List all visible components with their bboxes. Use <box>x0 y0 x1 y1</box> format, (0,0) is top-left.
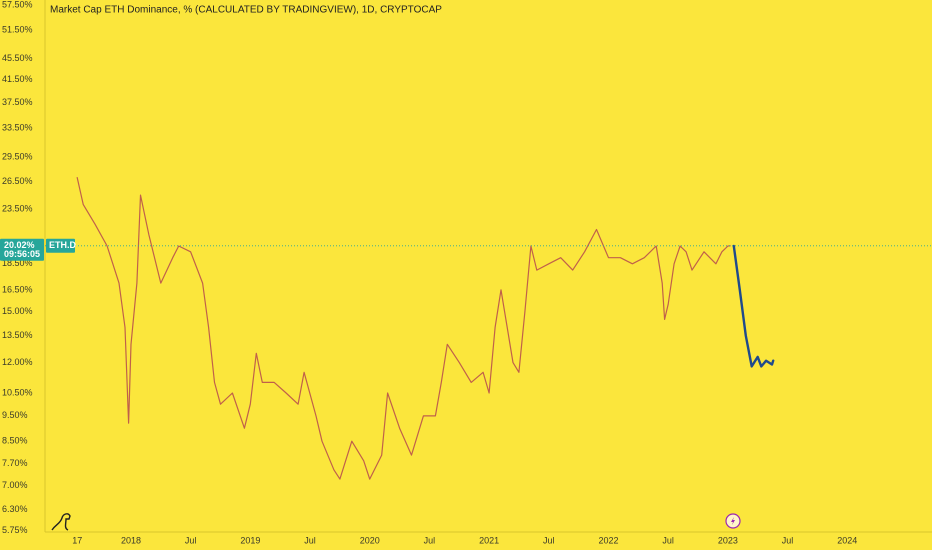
y-tick-label: 57.50% <box>2 0 33 9</box>
x-tick-label: Jul <box>424 535 436 545</box>
y-tick-label: 7.70% <box>2 458 28 468</box>
y-tick-label: 9.50% <box>2 410 28 420</box>
y-tick-label: 8.50% <box>2 436 28 446</box>
x-tick-label: 2022 <box>598 535 618 545</box>
symbol-tag: ETH.D <box>49 240 77 250</box>
x-tick-label: 2021 <box>479 535 499 545</box>
y-tick-label: 41.50% <box>2 74 33 84</box>
y-tick-label: 5.75% <box>2 525 28 535</box>
series-line <box>732 244 775 368</box>
y-tick-label: 51.50% <box>2 25 33 35</box>
y-tick-label: 6.30% <box>2 504 28 514</box>
logo <box>51 513 71 531</box>
last-price-box <box>0 238 44 261</box>
x-tick-label: 2019 <box>240 535 260 545</box>
x-tick-label: Jul <box>543 535 555 545</box>
x-tick-label: 2024 <box>837 535 857 545</box>
x-tick-label: Jul <box>185 535 197 545</box>
y-tick-label: 15.00% <box>2 306 33 316</box>
countdown-label: 09:56:05 <box>4 249 40 259</box>
symbol-tag-box <box>46 238 75 253</box>
y-tick-label: 18.50% <box>2 258 33 268</box>
x-tick-label: Jul <box>304 535 316 545</box>
y-tick-label: 26.50% <box>2 176 33 186</box>
x-tick-label: Jul <box>782 535 794 545</box>
y-tick-label: 7.00% <box>2 480 28 490</box>
x-tick-label: 2018 <box>121 535 141 545</box>
y-tick-label: 29.50% <box>2 152 33 162</box>
y-tick-label: 33.50% <box>2 123 33 133</box>
last-price-label: 20.02% <box>4 240 35 250</box>
y-tick-label: 23.50% <box>2 204 33 214</box>
x-tick-label: 17 <box>72 535 82 545</box>
y-tick-label: 37.50% <box>2 97 33 107</box>
series-line <box>76 177 731 480</box>
event-icon[interactable] <box>725 513 741 529</box>
y-tick-label: 16.50% <box>2 284 33 294</box>
y-tick-label: 13.50% <box>2 330 33 340</box>
y-tick-label: 10.50% <box>2 387 33 397</box>
x-tick-label: Jul <box>662 535 674 545</box>
x-tick-label: 2020 <box>360 535 380 545</box>
y-tick-label: 12.00% <box>2 357 33 367</box>
x-tick-label: 2023 <box>718 535 738 545</box>
chart-title: Market Cap ETH Dominance, % (CALCULATED … <box>50 5 442 16</box>
y-tick-label: 45.50% <box>2 53 33 63</box>
